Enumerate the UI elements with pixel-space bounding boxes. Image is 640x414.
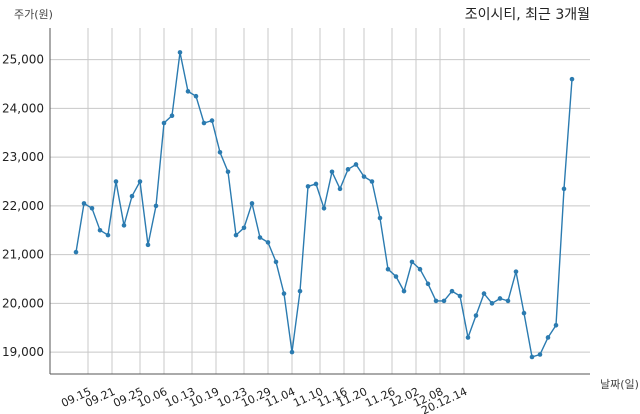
data-point (353, 162, 359, 167)
data-point (297, 288, 303, 294)
data-point (153, 203, 159, 209)
data-point (369, 179, 375, 184)
data-point (169, 113, 175, 119)
y-tick-label: 21,000 (2, 248, 44, 262)
data-point (145, 242, 151, 248)
data-point (137, 179, 143, 184)
y-tick-label: 22,000 (2, 199, 44, 213)
data-point (385, 266, 391, 272)
data-point (113, 179, 119, 184)
data-point (209, 118, 215, 123)
y-tick-label: 25,000 (2, 53, 44, 67)
y-tick-label: 23,000 (2, 150, 44, 164)
data-point (161, 120, 167, 126)
data-point (337, 186, 343, 192)
data-point (193, 93, 199, 99)
data-point (241, 225, 247, 231)
data-point (177, 50, 183, 55)
y-axis-label: 주가(원) (14, 8, 53, 21)
data-point (377, 215, 383, 221)
y-tick-label: 19,000 (2, 345, 44, 359)
data-point (545, 335, 551, 340)
data-point (401, 288, 407, 294)
y-tick-label: 24,000 (2, 101, 44, 115)
data-point (425, 281, 431, 287)
data-point (361, 174, 367, 179)
data-point (433, 298, 439, 304)
data-point (225, 169, 231, 175)
data-point (457, 293, 463, 299)
data-point (481, 291, 487, 296)
data-point (273, 259, 279, 265)
data-point (129, 193, 135, 199)
data-point (417, 266, 423, 272)
data-point (561, 186, 567, 192)
data-point (321, 206, 327, 211)
data-point (473, 313, 479, 318)
x-axis-label: 날짜(일) (600, 377, 639, 391)
data-point (529, 354, 535, 360)
data-point (97, 227, 103, 233)
data-point (393, 274, 399, 279)
data-point (489, 301, 495, 306)
data-point (121, 223, 127, 228)
data-point (89, 206, 95, 211)
data-point (441, 298, 447, 304)
data-point (73, 249, 79, 255)
data-point (105, 232, 111, 238)
data-point (257, 235, 263, 240)
data-point (521, 310, 527, 316)
data-point (465, 335, 471, 340)
data-point (409, 259, 415, 265)
data-point (185, 89, 191, 94)
series-line (75, 52, 573, 358)
data-point (345, 167, 351, 172)
data-point (553, 322, 559, 328)
data-point (217, 149, 223, 155)
data-point (233, 232, 239, 238)
data-point (497, 296, 503, 301)
data-point (569, 76, 575, 82)
data-point (289, 349, 295, 355)
data-point (329, 169, 335, 175)
data-point (305, 184, 311, 189)
data-point (313, 181, 319, 187)
data-point (265, 240, 271, 245)
y-tick-label: 20,000 (2, 296, 44, 310)
data-point (81, 201, 87, 206)
series (73, 50, 575, 360)
axes (49, 28, 590, 375)
data-point (281, 291, 287, 296)
chart-title: 조이시티, 최근 3개월 (465, 7, 590, 23)
data-point (537, 352, 543, 357)
data-point (505, 298, 511, 304)
data-point (449, 288, 455, 294)
data-point (249, 201, 255, 206)
data-point (513, 269, 519, 274)
data-point (201, 120, 207, 126)
